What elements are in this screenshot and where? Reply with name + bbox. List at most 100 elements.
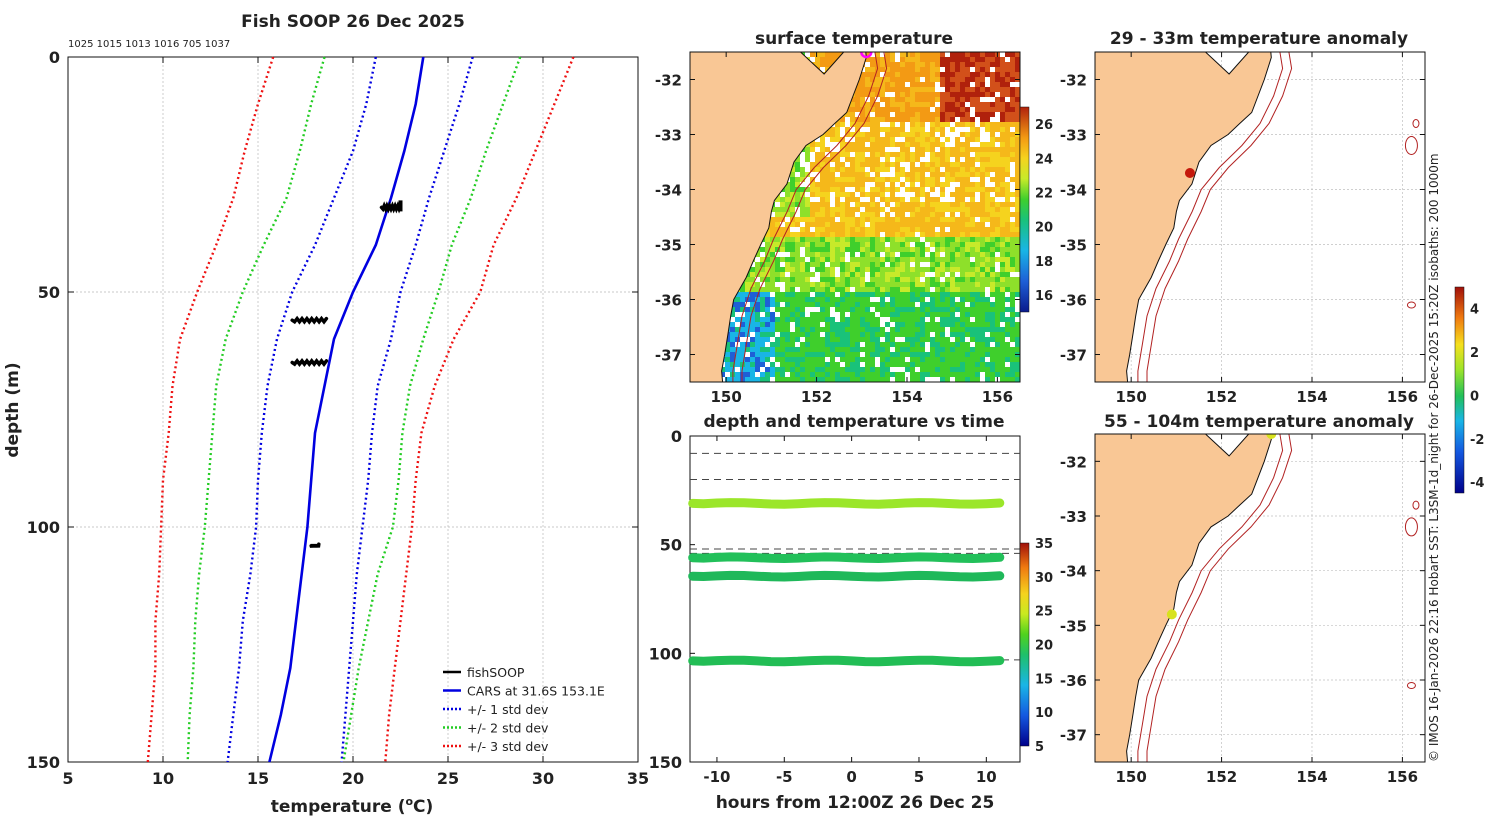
x-tick-label: 30 [532,769,554,788]
sst-cell [895,362,900,367]
sst-cell [1015,52,1020,57]
sst-cell [970,287,975,292]
sst-cell [790,242,795,247]
sst-cell [910,347,915,352]
sst-cell [980,297,985,302]
sst-cell [900,347,905,352]
sst-cell [955,267,960,272]
sst-cell [995,322,1000,327]
sst-cell [830,262,835,267]
sst-cell [920,107,925,112]
sst-cell [805,282,810,287]
sst-cell [740,357,745,362]
sst-cell [990,262,995,267]
sst-cell [960,132,965,137]
sst-cell [1005,332,1010,337]
sst-cell [930,217,935,222]
sst-cell [955,152,960,157]
sst-cell [880,237,885,242]
sst-cell [950,237,955,242]
sst-cell [835,362,840,367]
sst-cell [830,167,835,172]
sst-cell [850,352,855,357]
sst-cell [730,352,735,357]
sst-cell [820,197,825,202]
sst-cell [780,217,785,222]
sst-cell [800,257,805,262]
sst-cell [900,357,905,362]
sst-cell [1000,222,1005,227]
sst-cell [960,357,965,362]
sst-cell [815,227,820,232]
sst-cell [850,207,855,212]
sst-cell [975,127,980,132]
sst-cell [860,142,865,147]
sst-cell [935,112,940,117]
sst-cell [800,267,805,272]
sst-cell [925,177,930,182]
sst-cell [790,347,795,352]
sst-cell [755,307,760,312]
sst-cell [1005,247,1010,252]
sst-cell [935,347,940,352]
sst-cell [930,67,935,72]
sst-cell [795,197,800,202]
sst-cell [925,337,930,342]
sst-cell [865,52,870,57]
sst-cell [960,302,965,307]
sst-cell [1015,377,1020,382]
sst-cell [895,352,900,357]
sst-cell [975,272,980,277]
sst-cell [905,142,910,147]
sst-cell [1000,192,1005,197]
sst-cell [885,62,890,67]
sst-cell [845,337,850,342]
sst-cell [915,192,920,197]
sst-cell [730,367,735,372]
sst-cell [865,217,870,222]
sst-cell [915,207,920,212]
sst-cell [910,127,915,132]
sst-cell [760,322,765,327]
sst-cell [975,167,980,172]
sst-cell [910,82,915,87]
sst-cell [880,117,885,122]
sst-cell [965,297,970,302]
sst-cell [820,317,825,322]
sst-cell [865,87,870,92]
sst-cell [930,77,935,82]
sst-cell [800,302,805,307]
sst-cell [900,317,905,322]
land-mass [1095,52,1272,382]
sst-cell [985,362,990,367]
sst-cell [875,132,880,137]
sst-cell [865,292,870,297]
sst-cell [880,287,885,292]
sst-cell [850,267,855,272]
sst-cell [990,62,995,67]
x-tick-label: 154 [1296,768,1327,786]
sst-cell [845,232,850,237]
sst-cell [755,342,760,347]
sst-cell [915,217,920,222]
sst-cell [755,367,760,372]
sst-cell [980,222,985,227]
sst-cell [830,337,835,342]
sst-cell [785,327,790,332]
sst-cell [875,332,880,337]
sst-cell [805,152,810,157]
sst-cell [870,177,875,182]
sst-cell [855,177,860,182]
sst-cell [820,147,825,152]
sst-cell [915,212,920,217]
sst-cell [830,342,835,347]
sst-cell [965,237,970,242]
isobath-1000m [1146,434,1293,762]
sst-cell [935,237,940,242]
sst-cell [1015,197,1020,202]
sst-cell [765,262,770,267]
sst-cell [790,272,795,277]
sst-cell [1005,117,1010,122]
sst-cell [995,172,1000,177]
